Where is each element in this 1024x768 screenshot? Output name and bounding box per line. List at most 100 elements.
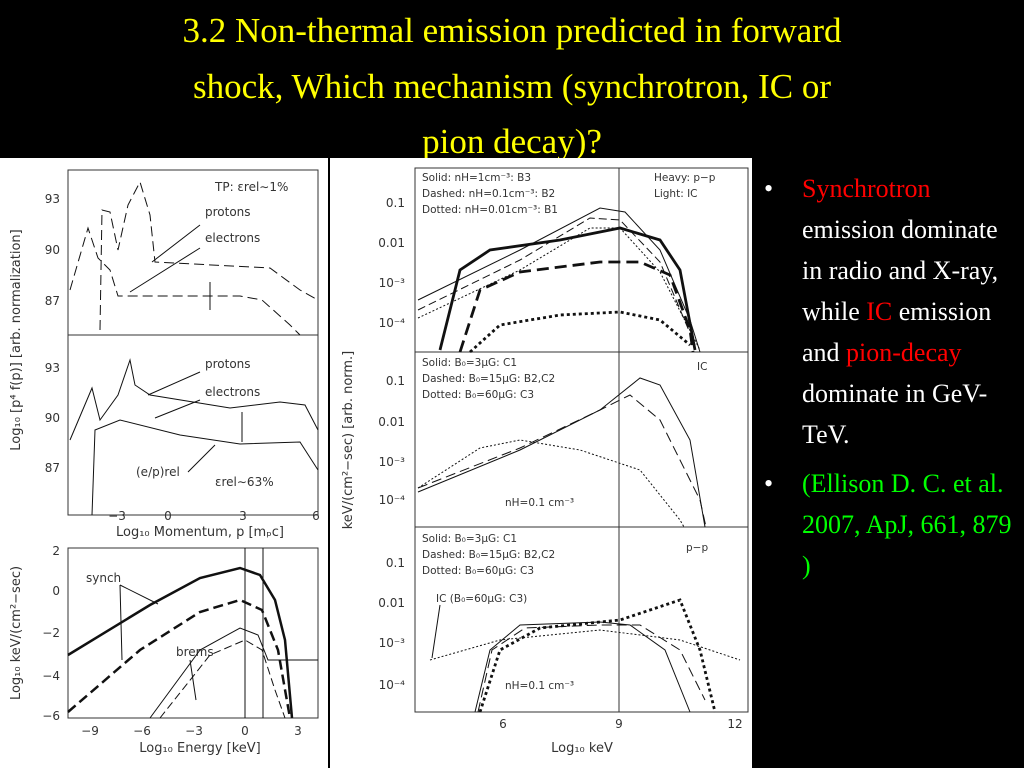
figure-frame (0, 158, 328, 768)
y-tick-label: 87 (45, 461, 60, 475)
figure-label: Dashed: B₀=15μG: B2,C2 (422, 549, 555, 561)
bullet-text: pion-decay (846, 338, 962, 367)
x-tick-label: 0 (164, 509, 172, 523)
figure-label: Log₁₀ Momentum, p [mₚc] (116, 525, 284, 540)
y-tick-label: 2 (52, 544, 60, 558)
y-tick-label: −2 (42, 626, 60, 640)
x-tick-label: −9 (81, 724, 99, 738)
y-tick-label: 93 (45, 361, 60, 375)
bullet-list: Synchrotron emission dominate in radio a… (762, 168, 1012, 594)
figure-label: protons (205, 205, 251, 219)
figure-label: IC (B₀=60μG: C3) (436, 593, 527, 605)
curve (417, 394, 707, 528)
y-tick-label: 0 (52, 584, 60, 598)
left-figure: Log₁₀ [p⁴ f(p)] [arb. normalization] Log… (0, 158, 328, 768)
figure-label: Solid: nH=1cm⁻³: B3 (422, 172, 531, 184)
y-tick-label: 10⁻³ (379, 636, 406, 650)
curve (147, 371, 243, 473)
figure-label: nH=0.1 cm⁻³ (505, 680, 574, 692)
figure-label: Heavy: p−p (654, 172, 716, 184)
y-tick-label: 10⁻⁴ (379, 678, 406, 692)
figure-frame (67, 547, 319, 719)
y-tick-label: 90 (45, 243, 60, 257)
figure-label: Log₁₀ keV/(cm²−sec) (9, 566, 24, 700)
figure-label: protons (205, 357, 251, 371)
y-tick-label: 0.1 (386, 196, 405, 210)
curve (429, 629, 741, 661)
x-tick-label: 6 (499, 717, 507, 731)
y-tick-label: 93 (45, 192, 60, 206)
y-tick-label: 90 (45, 411, 60, 425)
x-tick-label: 6 (312, 509, 320, 523)
curve (417, 439, 685, 528)
figure-frame (67, 334, 319, 516)
curve (99, 180, 319, 331)
y-tick-label: 10⁻³ (379, 455, 406, 469)
title: 3.2 Non-thermal emission predicted in fo… (183, 11, 842, 161)
y-tick-label: 0.01 (378, 596, 405, 610)
bullet-text: emission dominate in radio and X-ray, wh… (802, 215, 999, 326)
y-tick-label: 0.01 (378, 415, 405, 429)
y-tick-label: 0.1 (386, 556, 405, 570)
curve (119, 548, 264, 718)
bullet-text: Synchrotron (802, 174, 931, 203)
curve (417, 217, 696, 346)
y-tick-label: 0.1 (386, 374, 405, 388)
figure-label: brems (176, 645, 214, 659)
figure-label: Dashed: B₀=15μG: B2,C2 (422, 373, 555, 385)
curve (417, 377, 706, 528)
figure-label: Log₁₀ [p⁴ f(p)] [arb. normalization] (9, 229, 24, 450)
curve (67, 566, 294, 719)
figure-label: Log₁₀ keV (551, 741, 613, 756)
y-tick-label: 10⁻³ (379, 276, 406, 290)
figure-label: Dotted: nH=0.01cm⁻³: B1 (422, 204, 558, 216)
curve (91, 419, 319, 516)
x-tick-label: −3 (108, 509, 126, 523)
figure-label: nH=0.1 cm⁻³ (505, 497, 574, 509)
curve (69, 358, 319, 441)
title-line: shock, Which mechanism (synchrotron, IC … (193, 67, 831, 106)
x-tick-label: −3 (185, 724, 203, 738)
curve (69, 226, 301, 336)
figure-label: Light: IC (654, 188, 698, 200)
x-tick-label: 9 (615, 717, 623, 731)
y-tick-label: 10⁻⁴ (379, 316, 406, 330)
y-tick-label: −4 (42, 669, 60, 683)
curve (417, 227, 701, 351)
y-tick-label: 87 (45, 294, 60, 308)
curve (67, 598, 292, 719)
figure-label: (e/p)rel (136, 465, 180, 479)
curve (478, 598, 717, 713)
figure-label: Dashed: nH=0.1cm⁻³: B2 (422, 188, 555, 200)
figure-label: electrons (205, 231, 260, 245)
curve (129, 224, 211, 310)
x-tick-label: 0 (241, 724, 249, 738)
y-tick-label: 0.01 (378, 236, 405, 250)
curve (474, 621, 691, 713)
right-figure: keV/(cm²−sec) [arb. norm.] Log₁₀ keV Sol… (330, 158, 752, 768)
figure-label: Solid: B₀=3μG: C1 (422, 357, 517, 369)
bullet-text: IC (866, 297, 893, 326)
curve (431, 604, 441, 659)
y-tick-label: −6 (42, 709, 60, 723)
x-tick-label: 3 (294, 724, 302, 738)
x-tick-label: 3 (239, 509, 247, 523)
figure-frame (414, 526, 749, 713)
x-tick-label: −6 (133, 724, 151, 738)
curve (438, 226, 697, 351)
figure-label: Solid: B₀=3μG: C1 (422, 533, 517, 545)
curve (458, 260, 695, 353)
title-line: pion decay)? (422, 122, 602, 161)
curve (417, 207, 701, 353)
figure-label: electrons (205, 385, 260, 399)
figure-label: p−p (686, 542, 708, 554)
curve (477, 624, 706, 713)
bullet: Synchrotron emission dominate in radio a… (762, 168, 1012, 455)
bullet-text: emission and (802, 297, 992, 367)
figure-label: Log₁₀ Energy [keV] (139, 741, 261, 756)
y-tick-label: 10⁻⁴ (379, 493, 406, 507)
bullet-text: dominate in GeV-TeV. (802, 379, 988, 449)
bullet-text: (Ellison D. C. et al. 2007, ApJ, 661, 87… (802, 469, 1012, 580)
